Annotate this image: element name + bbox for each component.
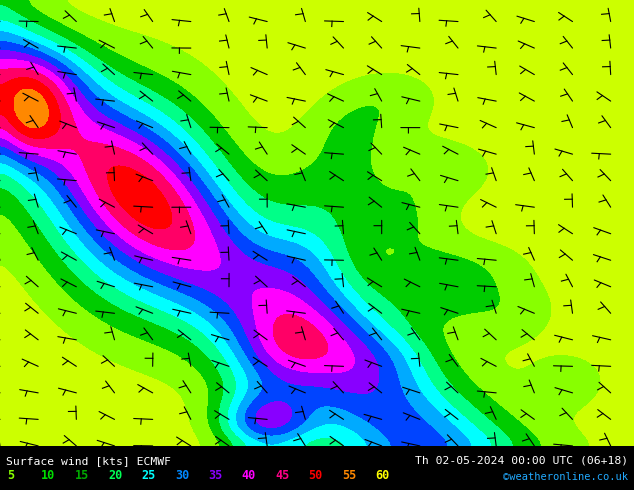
Text: 20: 20 [108, 469, 122, 482]
Text: Th 02-05-2024 00:00 UTC (06+18): Th 02-05-2024 00:00 UTC (06+18) [415, 456, 628, 466]
Text: 40: 40 [242, 469, 256, 482]
Text: ©weatheronline.co.uk: ©weatheronline.co.uk [503, 472, 628, 482]
Text: 25: 25 [141, 469, 155, 482]
Text: Surface wind [kts] ECMWF: Surface wind [kts] ECMWF [6, 456, 171, 466]
Text: 30: 30 [175, 469, 189, 482]
Text: 5: 5 [8, 469, 15, 482]
Text: 15: 15 [74, 469, 89, 482]
Text: 50: 50 [309, 469, 323, 482]
Text: 10: 10 [41, 469, 55, 482]
Text: 45: 45 [275, 469, 289, 482]
Text: 35: 35 [208, 469, 223, 482]
Text: 60: 60 [375, 469, 389, 482]
Text: 55: 55 [342, 469, 356, 482]
